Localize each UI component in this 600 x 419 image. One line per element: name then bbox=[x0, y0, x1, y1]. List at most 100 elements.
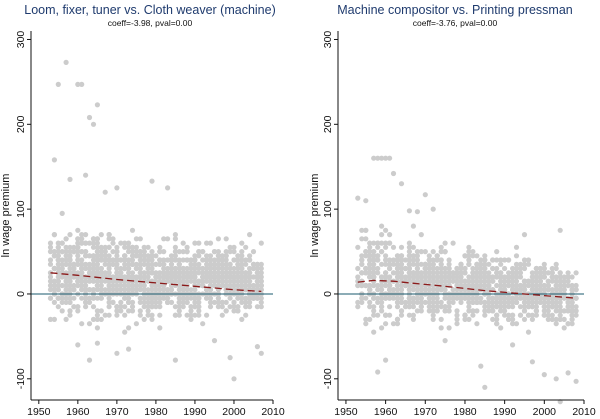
scatter-point bbox=[418, 278, 424, 284]
scatter-point bbox=[498, 282, 504, 289]
scatter-point bbox=[521, 316, 528, 322]
scatter-point bbox=[422, 265, 428, 272]
scatter-point bbox=[129, 274, 136, 280]
scatter-point bbox=[367, 287, 373, 293]
scatter-points bbox=[47, 59, 264, 382]
scatter-point bbox=[250, 295, 257, 301]
scatter-point bbox=[106, 253, 112, 259]
scatter-point bbox=[359, 282, 365, 289]
scatter-point bbox=[250, 261, 257, 267]
scatter-point bbox=[474, 253, 480, 259]
scatter-point bbox=[410, 223, 416, 229]
scatter-point bbox=[239, 265, 245, 272]
scatter-point bbox=[126, 295, 132, 301]
scatter-point bbox=[184, 257, 190, 263]
scatter-point bbox=[149, 249, 155, 255]
scatter-point bbox=[486, 274, 492, 280]
scatter-point bbox=[157, 312, 163, 318]
scatter-point bbox=[561, 274, 567, 280]
scatter-point bbox=[71, 282, 77, 289]
scatter-point bbox=[414, 274, 420, 280]
scatter-point bbox=[207, 253, 214, 259]
scatter-point bbox=[176, 308, 182, 314]
scatter-point bbox=[545, 316, 551, 322]
scatter-point bbox=[478, 274, 484, 280]
scatter-point bbox=[227, 278, 233, 284]
scatter-point bbox=[502, 287, 508, 293]
scatter-point bbox=[102, 244, 108, 250]
scatter-point bbox=[537, 299, 544, 305]
scatter-point bbox=[161, 236, 167, 242]
scatter-point bbox=[529, 287, 536, 293]
scatter-point bbox=[398, 274, 405, 280]
scatter-point bbox=[466, 253, 472, 259]
scatter-point bbox=[47, 261, 54, 267]
scatter-point bbox=[176, 295, 182, 301]
scatter-point bbox=[387, 312, 393, 318]
scatter-point bbox=[521, 261, 528, 267]
scatter-point bbox=[153, 261, 159, 267]
scatter-point bbox=[122, 329, 128, 335]
scatter-point bbox=[79, 240, 85, 246]
scatter-point bbox=[506, 270, 512, 276]
scatter-point bbox=[94, 261, 100, 267]
scatter-point bbox=[390, 287, 397, 293]
scatter-point bbox=[180, 265, 186, 272]
scatter-point bbox=[498, 274, 504, 280]
scatter-point bbox=[521, 295, 528, 301]
scatter-point bbox=[466, 282, 472, 289]
scatter-point bbox=[565, 370, 571, 376]
scatter-point bbox=[371, 261, 377, 267]
scatter-point bbox=[379, 287, 385, 293]
scatter-point bbox=[223, 236, 229, 242]
scatter-point bbox=[529, 304, 536, 310]
scatter-point bbox=[243, 312, 249, 318]
scatter-point bbox=[102, 189, 108, 195]
scatter-point bbox=[86, 295, 93, 301]
scatter-point bbox=[454, 308, 460, 314]
scatter-point bbox=[549, 295, 555, 301]
scatter-point bbox=[398, 253, 405, 259]
scatter-point bbox=[258, 265, 264, 272]
scatter-point bbox=[239, 295, 245, 301]
scatter-point bbox=[541, 312, 547, 318]
scatter-point bbox=[145, 244, 151, 250]
scatter-point bbox=[418, 304, 424, 310]
scatter-point bbox=[133, 278, 139, 284]
scatter-point bbox=[513, 282, 520, 289]
scatter-point bbox=[553, 265, 559, 272]
scatter-point bbox=[541, 282, 547, 289]
y-axis-label: ln wage premium bbox=[309, 174, 321, 258]
scatter-point bbox=[486, 299, 492, 305]
scatter-point bbox=[506, 295, 512, 301]
scatter-point bbox=[137, 295, 143, 301]
scatter-point bbox=[363, 249, 369, 255]
scatter-point bbox=[450, 270, 456, 276]
scatter-point bbox=[466, 257, 472, 263]
scatter-point bbox=[498, 325, 504, 331]
scatter-point bbox=[231, 274, 237, 280]
scatter-point bbox=[207, 261, 214, 267]
scatter-point bbox=[223, 249, 229, 255]
scatter-point bbox=[474, 274, 480, 280]
scatter-point bbox=[67, 274, 73, 280]
scatter-point bbox=[442, 282, 448, 289]
scatter-point bbox=[557, 308, 563, 314]
scatter-point bbox=[243, 270, 249, 276]
scatter-point bbox=[184, 287, 190, 293]
chart-subtitle: coeff=-3.98, pval=0.00 bbox=[108, 18, 193, 28]
scatter-point bbox=[446, 265, 452, 272]
scatter-point bbox=[557, 299, 563, 305]
scatter-point bbox=[67, 244, 73, 250]
scatter-point bbox=[98, 287, 104, 293]
scatter-point bbox=[482, 253, 488, 259]
x-tick-label: 1960 bbox=[374, 406, 398, 418]
scatter-point bbox=[157, 278, 163, 284]
scatter-point bbox=[375, 155, 381, 161]
scatter-point bbox=[375, 265, 381, 272]
scatter-point bbox=[188, 278, 194, 284]
scatter-point bbox=[83, 261, 89, 267]
scatter-point bbox=[196, 295, 202, 301]
scatter-point bbox=[106, 270, 112, 276]
scatter-point bbox=[168, 299, 175, 305]
